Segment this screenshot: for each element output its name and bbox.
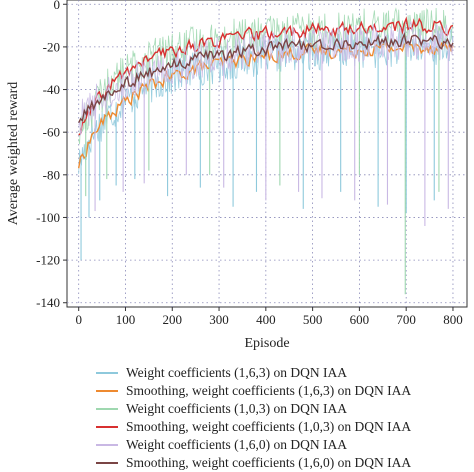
legend-label: Weight coefficients (1,6,3) on DQN IAA <box>126 365 347 380</box>
x-tick-label: 600 <box>350 312 370 327</box>
legend-swatch <box>96 426 118 428</box>
legend-swatch <box>96 408 118 410</box>
y-tick-label: -40 <box>43 82 60 97</box>
legend-label: Smoothing, weight coefficients (1,6,0) o… <box>126 455 412 470</box>
chart-legend: Weight coefficients (1,6,3) on DQN IAA Sm… <box>96 364 456 472</box>
legend-item: Smoothing, weight coefficients (1,6,0) o… <box>96 454 456 472</box>
y-tick-label: -20 <box>43 39 60 54</box>
y-tick-label: -60 <box>43 125 60 140</box>
legend-label: Smoothing, weight coefficients (1,6,3) o… <box>126 383 412 398</box>
y-tick-label: 0 <box>54 0 61 12</box>
legend-item: Smoothing, weight coefficients (1,6,3) o… <box>96 382 456 400</box>
reward-chart: 0 100 200 300 400 500 600 700 800 0 -20 -40 -60 -80 -1… <box>6 0 468 351</box>
series-line-smooth <box>78 16 454 136</box>
x-tick-label: 400 <box>256 312 276 327</box>
x-tick-label: 700 <box>396 312 416 327</box>
x-tick-label: 500 <box>303 312 323 327</box>
series-line-smooth <box>78 32 454 124</box>
legend-label: Weight coefficients (1,0,3) on DQN IAA <box>126 401 347 416</box>
legend-swatch <box>96 462 118 464</box>
legend-swatch <box>96 390 118 392</box>
y-tick-label: -120 <box>36 253 60 268</box>
y-tick-label: -140 <box>36 295 60 310</box>
x-tick-label: 300 <box>209 312 229 327</box>
y-tick-label: -100 <box>36 210 60 225</box>
legend-item: Smoothing, weight coefficients (1,0,3) o… <box>96 418 456 436</box>
x-axis-label: Episode <box>244 336 289 351</box>
x-tick-label: 800 <box>443 312 463 327</box>
legend-item: Weight coefficients (1,6,3) on DQN IAA <box>96 364 456 382</box>
legend-swatch <box>96 444 118 446</box>
y-tick-label: -80 <box>43 167 60 182</box>
legend-item: Weight coefficients (1,0,3) on DQN IAA <box>96 400 456 418</box>
legend-swatch <box>96 372 118 374</box>
x-tick-label: 0 <box>75 312 82 327</box>
x-tick-label: 100 <box>116 312 136 327</box>
legend-label: Smoothing, weight coefficients (1,0,3) o… <box>126 419 412 434</box>
legend-item: Weight coefficients (1,6,0) on DQN IAA <box>96 436 456 454</box>
y-axis-label: Average weighted reward <box>6 82 21 226</box>
series-line-raw <box>78 21 454 136</box>
legend-label: Weight coefficients (1,6,0) on DQN IAA <box>126 437 347 452</box>
x-tick-label: 200 <box>163 312 183 327</box>
